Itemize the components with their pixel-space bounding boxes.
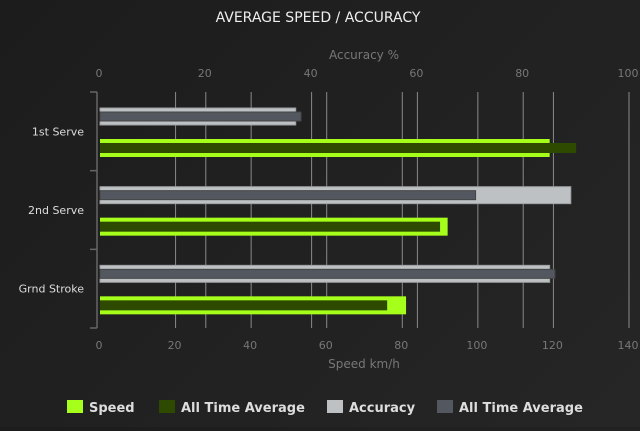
legend-label[interactable]: Speed — [89, 401, 135, 416]
category-label: 2nd Serve — [28, 204, 84, 217]
x-tick-label: 80 — [394, 339, 408, 352]
x-tick-label: 120 — [542, 339, 563, 352]
x2-tick-label: 80 — [515, 67, 529, 80]
x-tick-label: 100 — [466, 339, 487, 352]
x-tick-label: 20 — [168, 339, 182, 352]
x-tick-label: 140 — [618, 339, 639, 352]
chart-title: AVERAGE SPEED / ACCURACY — [216, 10, 421, 26]
bottom-axis-label: Speed km/h — [328, 357, 400, 371]
x-tick-label: 60 — [319, 339, 333, 352]
legend-swatch — [327, 400, 343, 413]
legend-label[interactable]: Accuracy — [349, 401, 416, 416]
bar-speed-average — [100, 221, 441, 232]
x2-tick-label: 0 — [96, 67, 103, 80]
category-label: 1st Serve — [32, 125, 84, 138]
bar-accuracy-average — [99, 268, 556, 279]
x-tick-label: 40 — [243, 339, 257, 352]
x2-tick-label: 60 — [409, 67, 423, 80]
x2-tick-label: 20 — [198, 67, 212, 80]
legend-label[interactable]: All Time Average — [459, 401, 583, 416]
legend-swatch — [67, 400, 83, 413]
legend-swatch — [159, 400, 175, 413]
bar-speed-average — [100, 300, 388, 311]
x2-tick-label: 40 — [304, 67, 318, 80]
bar-speed-average — [100, 143, 577, 153]
x2-tick-label: 100 — [618, 67, 639, 80]
x-tick-label: 0 — [96, 339, 103, 352]
category-label: Grnd Stroke — [19, 283, 85, 296]
bar-accuracy-average — [99, 111, 302, 122]
top-axis-label: Accuracy % — [329, 48, 399, 62]
legend-swatch — [437, 400, 453, 413]
legend-label[interactable]: All Time Average — [181, 401, 305, 416]
bar-accuracy-average — [99, 190, 477, 201]
